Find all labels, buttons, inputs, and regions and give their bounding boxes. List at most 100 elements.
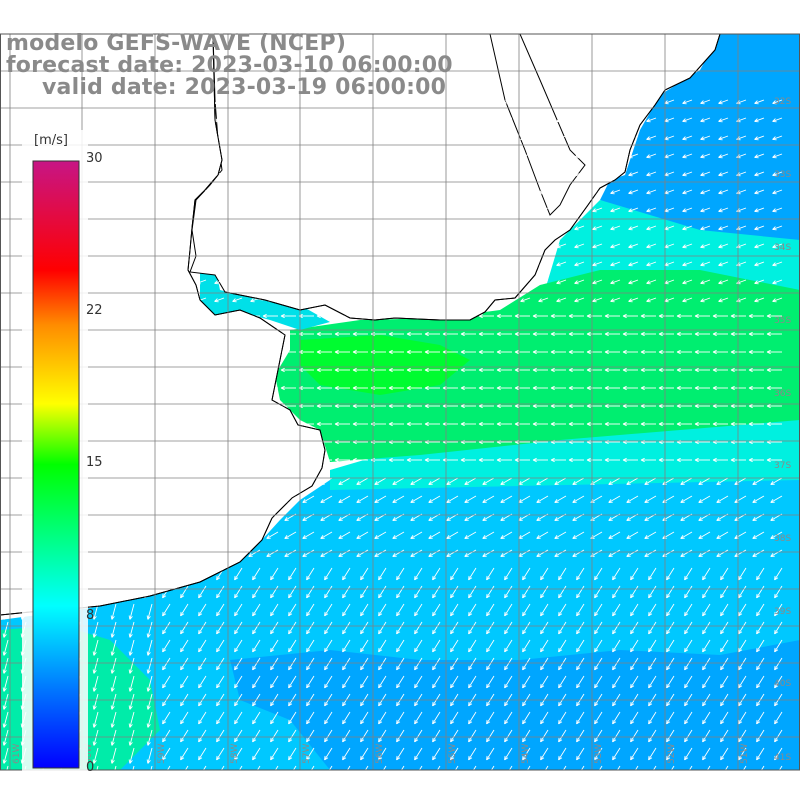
wind-arrow [184,765,189,770]
wind-arrow [410,531,423,539]
wind-arrow [216,711,225,725]
wind-arrow [142,243,153,249]
wind-arrow [286,243,297,249]
wind-arrow [646,153,657,159]
wind-arrow [556,153,567,159]
wind-arrow [146,621,153,638]
wind-arrow [232,207,243,213]
wind-arrow [212,549,225,557]
wind-arrow [286,117,297,123]
wind-arrow [304,261,315,267]
wind-arrow [124,117,135,123]
wind-arrow [648,567,657,581]
wind-arrow [322,117,333,123]
wind-arrow [730,385,746,391]
wind-arrow [702,729,711,743]
wind-arrow [406,313,422,319]
wind-arrow [250,225,261,231]
wind-arrow [666,729,675,743]
wind-arrow [486,603,495,617]
wind-arrow [604,421,620,427]
latitude-labels: 32S 33S 34S 35S 36S 37S 38S 39S 40S 41S [774,97,791,763]
wind-arrow [394,225,405,231]
wind-arrow [394,279,405,285]
wind-arrow [430,189,441,195]
wind-arrow [484,261,495,267]
wind-arrow [268,171,279,177]
wind-arrow [466,117,477,123]
wind-arrow [110,675,117,692]
wind-arrow [748,367,764,373]
wind-arrow [450,729,459,743]
wind-arrow [34,117,45,123]
wind-arrow [234,585,243,599]
wind-arrow [608,477,621,485]
wind-arrow [718,99,729,105]
wind-arrow [712,367,728,373]
wind-arrow [340,189,351,195]
wind-arrow [478,313,494,319]
wind-arrow [124,153,135,159]
wind-arrow [406,421,422,427]
wind-arrow [6,765,9,770]
wind-arrow [262,403,278,409]
wind-arrow [262,331,278,337]
wind-arrow [122,495,135,503]
wind-arrow [738,639,747,653]
wind-arrow [700,117,711,123]
estuary [200,265,330,330]
wind-arrow [496,457,512,463]
wind-arrow [432,729,441,743]
wind-arrow [432,711,441,725]
wind-arrow [718,117,729,123]
wind-arrow [766,367,782,373]
wind-arrow [316,421,332,427]
wind-arrow [176,531,189,539]
wind-arrow [520,225,531,231]
wind-arrow [586,421,602,427]
wind-arrow [448,171,459,177]
wind-arrow [306,585,315,599]
wind-arrow [522,675,531,689]
wind-arrow [754,99,765,105]
wind-arrow [754,225,765,231]
wind-arrow [484,207,495,213]
wind-arrow [392,549,405,557]
wind-arrow [358,207,369,213]
wind-arrow [424,349,440,355]
wind-arrow [622,403,638,409]
wind-arrow [180,639,189,653]
wind-arrow [104,531,117,539]
wind-arrow [622,367,638,373]
wind-arrow [774,747,783,761]
wind-arrow [162,711,171,725]
wind-arrow [360,585,369,599]
wind-arrow [486,585,495,599]
wind-arrow [574,171,585,177]
wind-arrow [468,711,477,725]
wind-arrow [738,621,747,635]
wind-arrow [124,99,135,105]
wind-arrow [766,313,782,319]
wind-arrow [196,99,207,105]
lat-lon-grid [0,33,800,770]
wind-arrow [92,657,99,674]
wind-arrow [694,403,710,409]
wind-arrow [176,495,189,503]
wind-arrow [550,385,566,391]
wind-arrow [406,403,422,409]
wind-arrow [676,457,692,463]
wind-arrow [248,531,261,539]
wind-arrow [316,403,332,409]
wind-arrow [680,495,693,503]
wind-arrow [594,567,603,581]
wind-arrow [250,207,261,213]
wind-arrow [146,729,153,746]
wind-arrow [142,153,153,159]
wind-arrow [718,243,729,249]
wind-arrow [666,567,675,581]
wind-arrow [684,657,693,671]
wind-arrow [118,367,134,373]
wind-arrow [748,349,764,355]
wind-arrow [766,457,782,463]
